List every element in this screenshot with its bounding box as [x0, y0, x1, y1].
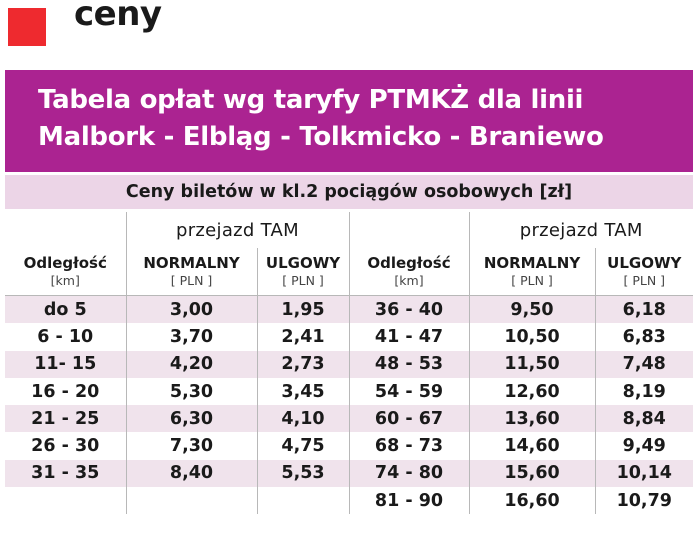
- distance-cell: 6 - 10: [5, 323, 126, 351]
- table-row: 26 - 30 7,30 4,75 68 - 73 14,60 9,49: [5, 432, 693, 460]
- distance-cell: 11- 15: [5, 350, 126, 378]
- distance-cell: do 5: [5, 295, 126, 324]
- distance-cell: 36 - 40: [348, 295, 469, 324]
- reduced-price-cell: 1,95: [256, 295, 349, 324]
- distance-cell: 68 - 73: [348, 432, 469, 460]
- title-banner: Tabela opłat wg taryfy PTMKŻ dla linii M…: [5, 70, 693, 172]
- reduced-price-cell: [256, 487, 349, 515]
- col-header-distance-left: Odległość [km]: [5, 248, 126, 296]
- reduced-price-cell: 4,10: [256, 405, 349, 433]
- distance-cell: 31 - 35: [5, 459, 126, 488]
- col-header-normal-right: NORMALNY[ PLN ]: [468, 248, 595, 296]
- col-header-reduced-right: ULGOWY[ PLN ]: [594, 248, 693, 296]
- normal-price-cell: 9,50: [468, 295, 595, 324]
- normal-price-cell: 13,60: [468, 405, 595, 433]
- group-header-left: przejazd TAM: [125, 212, 349, 248]
- col-header-reduced-left: ULGOWY[ PLN ]: [256, 248, 349, 296]
- distance-cell: 60 - 67: [348, 405, 469, 433]
- normal-price-cell: 8,40: [125, 459, 257, 488]
- normal-price-cell: 12,60: [468, 377, 595, 406]
- table-row: 16 - 20 5,30 3,45 54 - 59 12,60 8,19: [5, 377, 693, 406]
- col-header-distance-right: Odległość [km]: [348, 248, 469, 296]
- normal-price-cell: 11,50: [468, 350, 595, 378]
- distance-cell: 81 - 90: [348, 487, 469, 515]
- header-blank-right: [348, 212, 469, 248]
- normal-price-cell: 6,30: [125, 405, 257, 433]
- banner-line-2: Malbork - Elbląg - Tolkmicko - Braniewo: [38, 122, 604, 152]
- normal-price-cell: 15,60: [468, 459, 595, 488]
- normal-price-cell: 7,30: [125, 432, 257, 460]
- distance-cell: 41 - 47: [348, 323, 469, 351]
- distance-cell: 74 - 80: [348, 459, 469, 488]
- table-subtitle: Ceny biletów w kl.2 pociągów osobowych […: [5, 175, 693, 209]
- distance-cell: 16 - 20: [5, 377, 126, 406]
- normal-price-cell: 10,50: [468, 323, 595, 351]
- fare-table: przejazd TAM przejazd TAM Odległość [km] …: [5, 212, 693, 515]
- distance-cell: 26 - 30: [5, 432, 126, 460]
- normal-price-cell: 14,60: [468, 432, 595, 460]
- reduced-price-cell: 2,41: [256, 323, 349, 351]
- distance-cell: [5, 487, 126, 515]
- reduced-price-cell: 8,19: [594, 377, 693, 406]
- reduced-price-cell: 4,75: [256, 432, 349, 460]
- reduced-price-cell: 3,45: [256, 377, 349, 406]
- table-row: 11- 15 4,20 2,73 48 - 53 11,50 7,48: [5, 350, 693, 378]
- distance-cell: 21 - 25: [5, 405, 126, 433]
- section-heading: ceny: [74, 0, 162, 34]
- table-row: 6 - 10 3,70 2,41 41 - 47 10,50 6,83: [5, 323, 693, 351]
- header-blank-left: [5, 212, 126, 248]
- normal-price-cell: 4,20: [125, 350, 257, 378]
- reduced-price-cell: 10,14: [594, 459, 693, 488]
- group-header-right: przejazd TAM: [468, 212, 693, 248]
- normal-price-cell: 3,70: [125, 323, 257, 351]
- reduced-price-cell: 8,84: [594, 405, 693, 433]
- reduced-price-cell: 5,53: [256, 459, 349, 488]
- distance-cell: 54 - 59: [348, 377, 469, 406]
- reduced-price-cell: 10,79: [594, 487, 693, 515]
- distance-cell: 48 - 53: [348, 350, 469, 378]
- reduced-price-cell: 9,49: [594, 432, 693, 460]
- normal-price-cell: 5,30: [125, 377, 257, 406]
- reduced-price-cell: 6,83: [594, 323, 693, 351]
- normal-price-cell: [125, 487, 257, 515]
- normal-price-cell: 3,00: [125, 295, 257, 324]
- normal-price-cell: 16,60: [468, 487, 595, 515]
- reduced-price-cell: 7,48: [594, 350, 693, 378]
- reduced-price-cell: 6,18: [594, 295, 693, 324]
- table-row: 81 - 90 16,60 10,79: [5, 487, 693, 515]
- table-row: 21 - 25 6,30 4,10 60 - 67 13,60 8,84: [5, 405, 693, 433]
- table-row: do 5 3,00 1,95 36 - 40 9,50 6,18: [5, 295, 693, 324]
- reduced-price-cell: 2,73: [256, 350, 349, 378]
- table-row: 31 - 35 8,40 5,53 74 - 80 15,60 10,14: [5, 459, 693, 488]
- col-header-normal-left: NORMALNY[ PLN ]: [125, 248, 257, 296]
- banner-line-1: Tabela opłat wg taryfy PTMKŻ dla linii: [38, 85, 584, 115]
- red-square-marker: [8, 8, 46, 46]
